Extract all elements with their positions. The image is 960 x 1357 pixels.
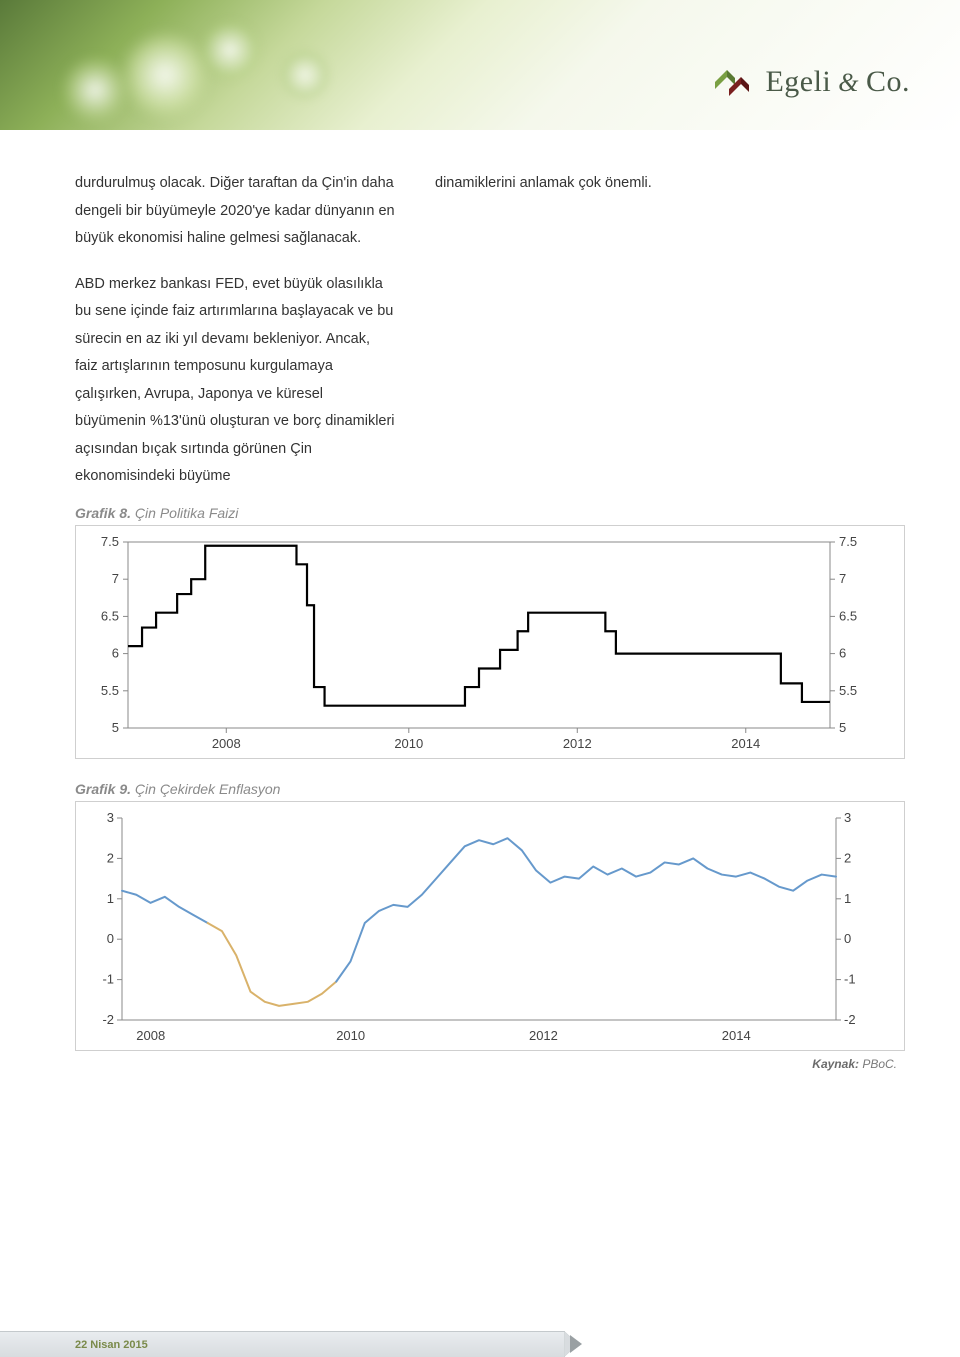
svg-text:-2: -2 (844, 1012, 856, 1027)
right-column: dinamiklerini anlamak çok önemli. (435, 170, 755, 491)
left-column: durdurulmuş olacak. Diğer taraftan da Çi… (75, 170, 395, 491)
svg-text:2010: 2010 (394, 736, 423, 751)
footer-left: 22 Nisan 2015 (0, 1331, 565, 1357)
svg-text:1: 1 (844, 891, 851, 906)
svg-text:7.5: 7.5 (839, 534, 857, 549)
paragraph: dinamiklerini anlamak çok önemli. (435, 170, 755, 198)
footer-date: 22 Nisan 2015 (75, 1339, 148, 1351)
footer-right (595, 1331, 960, 1357)
caption-title: Çin Politika Faizi (131, 505, 238, 521)
svg-text:-1: -1 (102, 972, 114, 987)
svg-text:2008: 2008 (212, 736, 241, 751)
svg-text:3: 3 (844, 810, 851, 825)
svg-text:5.5: 5.5 (101, 683, 119, 698)
chart8-frame: 5 5 5.5 5.5 6 6 6.5 6.5 7 7 7.5 7.5 2008 2010 2012 2014 (75, 525, 905, 759)
footer-bar: 22 Nisan 2015 (0, 1331, 960, 1357)
svg-text:3: 3 (107, 810, 114, 825)
svg-text:7: 7 (112, 571, 119, 586)
svg-text:2014: 2014 (731, 736, 760, 751)
logo-text: Egeli & Co. (765, 65, 910, 99)
header-banner: Egeli & Co. (0, 0, 960, 130)
caption-prefix: Grafik 8. (75, 505, 131, 521)
chart9-caption: Grafik 9. Çin Çekirdek Enflasyon (75, 781, 905, 797)
svg-text:5: 5 (112, 720, 119, 735)
svg-text:2012: 2012 (529, 1028, 558, 1043)
logo-icon (713, 65, 755, 99)
svg-text:1: 1 (107, 891, 114, 906)
svg-text:0: 0 (107, 931, 114, 946)
chart8-svg: 5 5 5.5 5.5 6 6 6.5 6.5 7 7 7.5 7.5 2008 2010 2012 2014 (84, 532, 874, 756)
decorative-bokeh (280, 50, 330, 100)
svg-text:6: 6 (112, 646, 119, 661)
svg-text:5.5: 5.5 (839, 683, 857, 698)
svg-text:6.5: 6.5 (101, 608, 119, 623)
chart-source: Kaynak: PBoC. (75, 1057, 905, 1071)
svg-text:2014: 2014 (722, 1028, 751, 1043)
company-logo: Egeli & Co. (713, 65, 910, 99)
chart9-frame: -2 -2 -1 -1 0 0 1 1 2 2 3 3 2008 2010 2012 2014 (75, 801, 905, 1051)
svg-text:0: 0 (844, 931, 851, 946)
svg-text:5: 5 (839, 720, 846, 735)
svg-text:-1: -1 (844, 972, 856, 987)
svg-text:2008: 2008 (136, 1028, 165, 1043)
svg-text:6: 6 (839, 646, 846, 661)
caption-title: Çin Çekirdek Enflasyon (131, 781, 280, 797)
svg-text:7: 7 (839, 571, 846, 586)
svg-text:2: 2 (844, 850, 851, 865)
decorative-bokeh (200, 20, 260, 80)
footer-arrow-icon (565, 1331, 595, 1357)
chart9-svg: -2 -2 -1 -1 0 0 1 1 2 2 3 3 2008 2010 2012 2014 (84, 808, 874, 1048)
page-content: durdurulmuş olacak. Diğer taraftan da Çi… (0, 130, 960, 1071)
chart8-caption: Grafik 8. Çin Politika Faizi (75, 505, 905, 521)
svg-text:2012: 2012 (563, 736, 592, 751)
text-columns: durdurulmuş olacak. Diğer taraftan da Çi… (75, 170, 905, 491)
source-value: PBoC. (859, 1057, 897, 1071)
source-label: Kaynak: (812, 1057, 859, 1071)
svg-text:7.5: 7.5 (101, 534, 119, 549)
svg-text:2010: 2010 (336, 1028, 365, 1043)
paragraph: ABD merkez bankası FED, evet büyük olası… (75, 271, 395, 491)
paragraph: durdurulmuş olacak. Diğer taraftan da Çi… (75, 170, 395, 253)
svg-text:-2: -2 (102, 1012, 114, 1027)
svg-text:6.5: 6.5 (839, 608, 857, 623)
caption-prefix: Grafik 9. (75, 781, 131, 797)
svg-text:2: 2 (107, 850, 114, 865)
